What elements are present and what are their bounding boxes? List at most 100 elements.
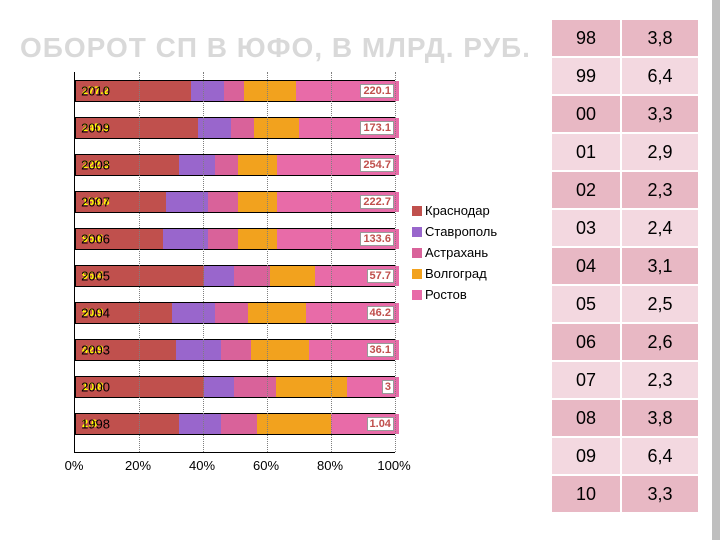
bar-right-value: 36.1	[367, 343, 394, 357]
chart-bar-row: 50.946.2	[75, 302, 395, 324]
bar-segment-stavropol	[204, 377, 234, 397]
bar-segment-volgograd	[276, 377, 347, 397]
bar-segment-stavropol	[179, 414, 221, 434]
table-cell-year: 05	[551, 285, 621, 323]
bar-segment-stavropol	[191, 81, 224, 101]
grid-line	[331, 72, 332, 452]
bar-segment-rostov: 1.04	[331, 414, 399, 434]
bar-segment-volgograd	[270, 266, 316, 286]
table-cell-value: 2,3	[621, 171, 699, 209]
side-table: 983,8996,4003,3012,9022,3032,4043,1052,5…	[550, 18, 700, 514]
table-cell-value: 3,3	[621, 475, 699, 513]
chart-bar-row: 2.61.04	[75, 413, 395, 435]
table-cell-year: 08	[551, 399, 621, 437]
table-row: 062,6	[551, 323, 699, 361]
bar-right-value: 254.7	[360, 158, 394, 172]
bar-right-value: 220.1	[360, 84, 394, 98]
bar-segment-volgograd	[254, 118, 300, 138]
table-row: 003,3	[551, 95, 699, 133]
bar-segment-volgograd	[238, 192, 277, 212]
bar-segment-astrakhan	[221, 414, 257, 434]
bar-right-value: 1.04	[367, 417, 394, 431]
page-title: ОБОРОТ СП В ЮФО, В МЛРД. РУБ.	[20, 32, 531, 64]
table-cell-year: 99	[551, 57, 621, 95]
bar-right-value: 133.6	[360, 232, 394, 246]
y-tick-label: 2004	[60, 306, 110, 321]
legend-item: Ставрополь	[412, 221, 497, 242]
table-cell-year: 02	[551, 171, 621, 209]
grid-line	[267, 72, 268, 452]
bar-segment-rostov: 3	[347, 377, 399, 397]
legend-item: Волгоград	[412, 263, 497, 284]
chart-bar-row: 153.8222.7	[75, 191, 395, 213]
x-tick-label: 20%	[125, 458, 151, 473]
y-tick-label: 2005	[60, 269, 110, 284]
y-tick-label: 1998	[60, 417, 110, 432]
bar-segment-stavropol	[172, 303, 214, 323]
grid-line	[139, 72, 140, 452]
bar-segment-stavropol	[176, 340, 222, 360]
chart-bar-row: 95.6133.6	[75, 228, 395, 250]
bar-segment-rostov: 220.1	[296, 81, 399, 101]
bar-right-value: 173.1	[360, 121, 394, 135]
table-cell-value: 3,8	[621, 399, 699, 437]
legend-label: Волгоград	[425, 266, 487, 281]
bar-segment-astrakhan	[208, 229, 238, 249]
table-cell-year: 09	[551, 437, 621, 475]
legend-item: Ростов	[412, 284, 497, 305]
x-tick-label: 40%	[189, 458, 215, 473]
bar-segment-volgograd	[244, 81, 296, 101]
bar-segment-stavropol	[166, 192, 208, 212]
table-row: 996,4	[551, 57, 699, 95]
table-cell-value: 2,3	[621, 361, 699, 399]
table-cell-value: 2,6	[621, 323, 699, 361]
bar-segment-astrakhan	[231, 118, 254, 138]
legend-swatch	[412, 227, 422, 237]
legend-item: Краснодар	[412, 200, 497, 221]
chart-bar-row: 96.457.7	[75, 265, 395, 287]
y-tick-label: 2010	[60, 84, 110, 99]
bar-right-value: 46.2	[367, 306, 394, 320]
bar-segment-volgograd	[248, 303, 306, 323]
bar-right-value: 3	[382, 380, 394, 394]
chart-legend: Краснодар СтавропольАстрахань Волгоград Рос…	[412, 200, 497, 305]
table-row: 012,9	[551, 133, 699, 171]
bar-segment-astrakhan	[221, 340, 251, 360]
table-cell-value: 2,5	[621, 285, 699, 323]
bar-segment-stavropol	[163, 229, 209, 249]
y-tick-label: 2009	[60, 121, 110, 136]
bar-segment-rostov: 254.7	[277, 155, 399, 175]
bar-segment-rostov: 173.1	[299, 118, 399, 138]
chart-bar-row: 277.2220.1	[75, 80, 395, 102]
bar-segment-stavropol	[179, 155, 215, 175]
grid-line	[395, 72, 396, 452]
chart-bar-row: 245.3173.1	[75, 117, 395, 139]
bar-segment-volgograd	[238, 229, 277, 249]
bar-segment-astrakhan	[234, 266, 270, 286]
table-row: 022,3	[551, 171, 699, 209]
legend-label: Краснодар	[425, 203, 490, 218]
bar-segment-rostov: 57.7	[315, 266, 399, 286]
y-tick-label: 2007	[60, 195, 110, 210]
legend-swatch	[412, 206, 422, 216]
bar-segment-rostov: 133.6	[277, 229, 399, 249]
table-row: 043,1	[551, 247, 699, 285]
legend-item: Астрахань	[412, 242, 497, 263]
table-cell-year: 00	[551, 95, 621, 133]
table-cell-year: 06	[551, 323, 621, 361]
chart: 277.2220.1 245.3173.1 222.9254.7 153.8222.7…	[20, 72, 440, 492]
bar-segment-stavropol	[204, 266, 234, 286]
table-cell-year: 03	[551, 209, 621, 247]
table-row: 083,8	[551, 399, 699, 437]
chart-bar-row: 222.9254.7	[75, 154, 395, 176]
bar-segment-volgograd	[251, 340, 309, 360]
table-row: 103,3	[551, 475, 699, 513]
table-cell-value: 3,1	[621, 247, 699, 285]
table-cell-value: 2,9	[621, 133, 699, 171]
bar-right-value: 222.7	[360, 195, 394, 209]
table-cell-value: 6,4	[621, 57, 699, 95]
slide-edge-shadow	[712, 0, 720, 540]
table-row: 072,3	[551, 361, 699, 399]
table-row: 032,4	[551, 209, 699, 247]
x-tick-label: 0%	[65, 458, 84, 473]
